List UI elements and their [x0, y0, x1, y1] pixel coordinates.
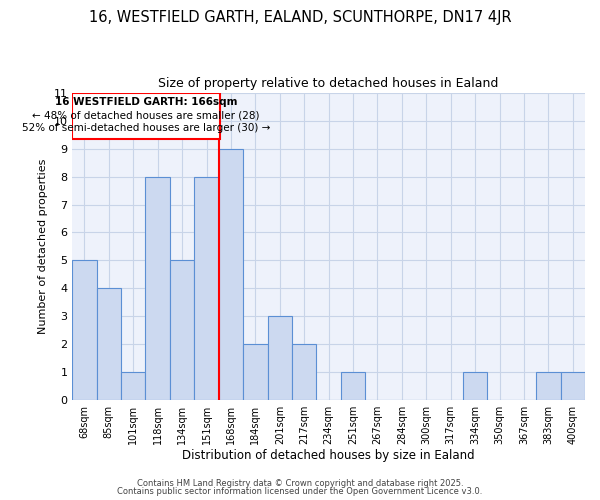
Text: ← 48% of detached houses are smaller (28): ← 48% of detached houses are smaller (28…: [32, 110, 260, 120]
Bar: [97, 288, 121, 400]
Text: 16 WESTFIELD GARTH: 166sqm: 16 WESTFIELD GARTH: 166sqm: [55, 97, 238, 107]
Bar: [463, 372, 487, 400]
Text: 16, WESTFIELD GARTH, EALAND, SCUNTHORPE, DN17 4JR: 16, WESTFIELD GARTH, EALAND, SCUNTHORPE,…: [89, 10, 511, 25]
Bar: [341, 372, 365, 400]
Bar: [560, 372, 585, 400]
Bar: [219, 149, 243, 400]
Title: Size of property relative to detached houses in Ealand: Size of property relative to detached ho…: [158, 78, 499, 90]
Text: Contains public sector information licensed under the Open Government Licence v3: Contains public sector information licen…: [118, 487, 482, 496]
Bar: [194, 176, 219, 400]
Bar: [268, 316, 292, 400]
Bar: [121, 372, 145, 400]
Bar: [145, 176, 170, 400]
Text: Contains HM Land Registry data © Crown copyright and database right 2025.: Contains HM Land Registry data © Crown c…: [137, 478, 463, 488]
Bar: [536, 372, 560, 400]
FancyBboxPatch shape: [72, 93, 220, 139]
Bar: [243, 344, 268, 400]
X-axis label: Distribution of detached houses by size in Ealand: Distribution of detached houses by size …: [182, 450, 475, 462]
Bar: [292, 344, 316, 400]
Bar: [170, 260, 194, 400]
Text: 52% of semi-detached houses are larger (30) →: 52% of semi-detached houses are larger (…: [22, 123, 270, 133]
Y-axis label: Number of detached properties: Number of detached properties: [38, 158, 48, 334]
Bar: [72, 260, 97, 400]
